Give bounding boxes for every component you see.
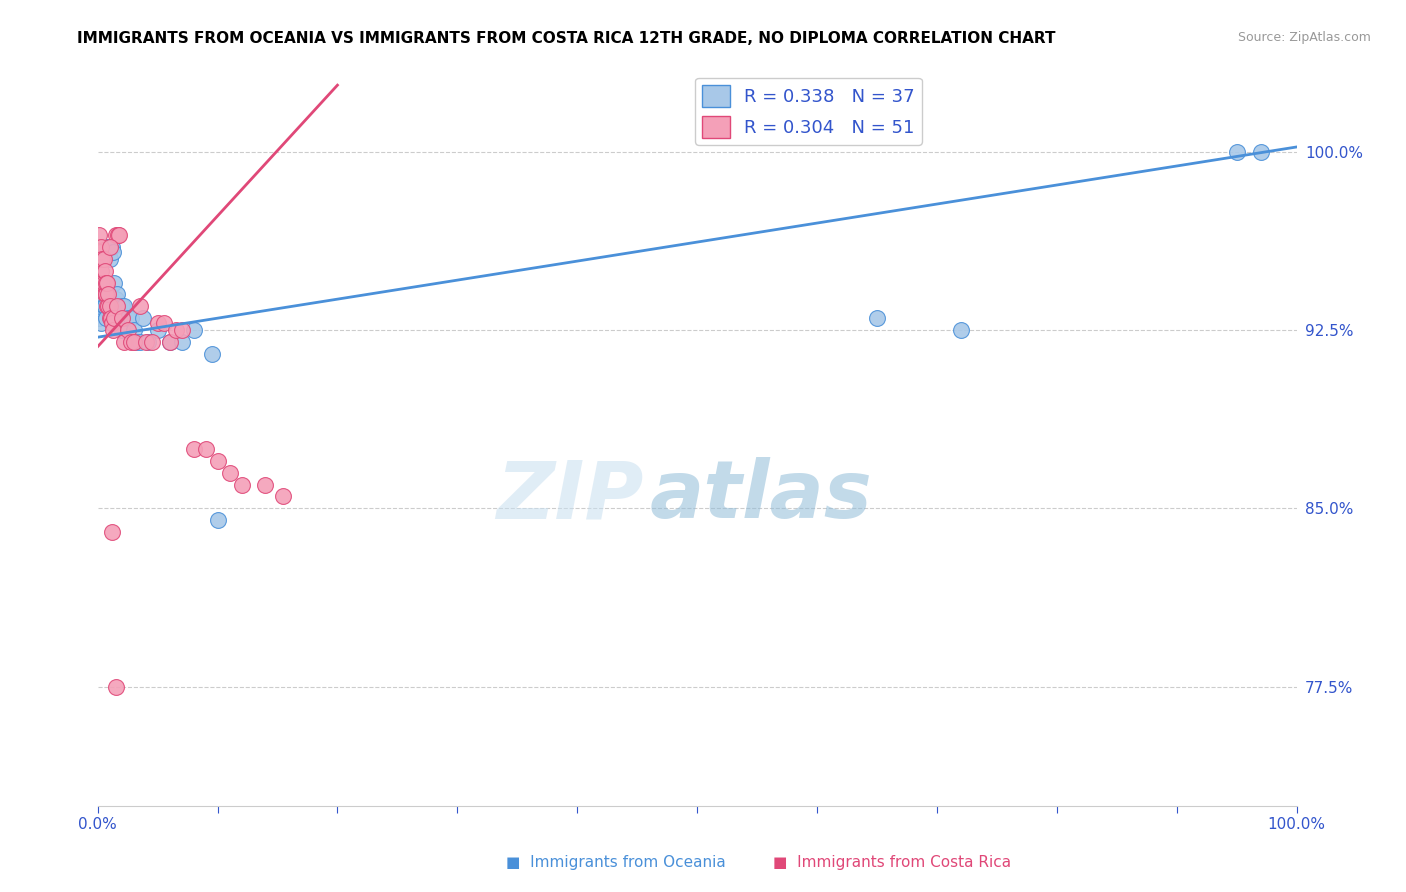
Point <box>89 299 111 313</box>
Point <box>94 311 117 326</box>
Point <box>101 316 124 330</box>
Point <box>94 299 117 313</box>
Point <box>107 227 129 242</box>
Point <box>194 442 217 456</box>
Point <box>207 513 229 527</box>
Point <box>104 292 127 306</box>
Point <box>122 323 145 337</box>
Point <box>103 276 125 290</box>
Point <box>97 299 120 313</box>
Point <box>122 334 145 349</box>
Point <box>93 276 115 290</box>
Text: ZIP: ZIP <box>496 457 643 535</box>
Point <box>104 680 127 694</box>
Point <box>104 227 127 242</box>
Point <box>90 263 112 277</box>
Point <box>91 287 114 301</box>
Point <box>108 227 131 242</box>
Point <box>165 323 187 337</box>
Point <box>866 311 889 326</box>
Point <box>98 240 121 254</box>
Point <box>103 244 125 259</box>
Point <box>111 311 134 326</box>
Point <box>112 299 135 313</box>
Point <box>146 323 169 337</box>
Point <box>117 323 139 337</box>
Point <box>159 334 181 349</box>
Point <box>94 287 117 301</box>
Point <box>254 477 277 491</box>
Point <box>87 311 110 326</box>
Point <box>89 252 111 266</box>
Point <box>98 252 121 266</box>
Point <box>152 316 174 330</box>
Point <box>1226 145 1249 159</box>
Point <box>93 252 115 266</box>
Point <box>98 240 121 254</box>
Point <box>103 323 125 337</box>
Legend: R = 0.338   N = 37, R = 0.304   N = 51: R = 0.338 N = 37, R = 0.304 N = 51 <box>695 78 922 145</box>
Point <box>97 287 120 301</box>
Point <box>120 334 142 349</box>
Point <box>87 227 110 242</box>
Point <box>91 276 114 290</box>
Point <box>218 466 240 480</box>
Point <box>105 299 128 313</box>
Text: ■  Immigrants from Oceania: ■ Immigrants from Oceania <box>506 855 725 870</box>
Point <box>125 334 148 349</box>
Point <box>949 323 972 337</box>
Point <box>96 299 118 313</box>
Point <box>146 316 169 330</box>
Point <box>128 334 150 349</box>
Point <box>105 287 128 301</box>
Point <box>94 263 117 277</box>
Point <box>108 311 131 326</box>
Point <box>100 311 122 326</box>
Point <box>207 454 229 468</box>
Point <box>112 334 135 349</box>
Point <box>170 334 193 349</box>
Point <box>101 240 124 254</box>
Point <box>96 276 118 290</box>
Point <box>104 311 127 326</box>
Point <box>132 311 155 326</box>
Point <box>98 311 121 326</box>
Point <box>1250 145 1272 159</box>
Point <box>94 287 117 301</box>
Text: atlas: atlas <box>650 457 872 535</box>
Point <box>136 334 159 349</box>
Point <box>128 299 150 313</box>
Point <box>111 299 134 313</box>
Point <box>89 244 111 259</box>
Point <box>141 334 163 349</box>
Point <box>183 442 205 456</box>
Point <box>273 490 295 504</box>
Point <box>98 299 121 313</box>
Point <box>91 252 114 266</box>
Point <box>94 276 117 290</box>
Text: ■  Immigrants from Costa Rica: ■ Immigrants from Costa Rica <box>773 855 1011 870</box>
Point <box>103 311 125 326</box>
Point <box>200 347 222 361</box>
Point <box>231 477 253 491</box>
Point <box>135 334 157 349</box>
Point <box>111 323 134 337</box>
Point <box>96 240 118 254</box>
Point <box>101 525 124 540</box>
Point <box>90 316 112 330</box>
Point <box>159 334 181 349</box>
Point <box>183 323 205 337</box>
Point <box>90 240 112 254</box>
Point <box>120 311 142 326</box>
Point <box>117 311 139 326</box>
Text: Source: ZipAtlas.com: Source: ZipAtlas.com <box>1237 31 1371 45</box>
Point <box>87 240 110 254</box>
Point <box>170 323 193 337</box>
Point <box>93 299 115 313</box>
Text: IMMIGRANTS FROM OCEANIA VS IMMIGRANTS FROM COSTA RICA 12TH GRADE, NO DIPLOMA COR: IMMIGRANTS FROM OCEANIA VS IMMIGRANTS FR… <box>77 31 1056 46</box>
